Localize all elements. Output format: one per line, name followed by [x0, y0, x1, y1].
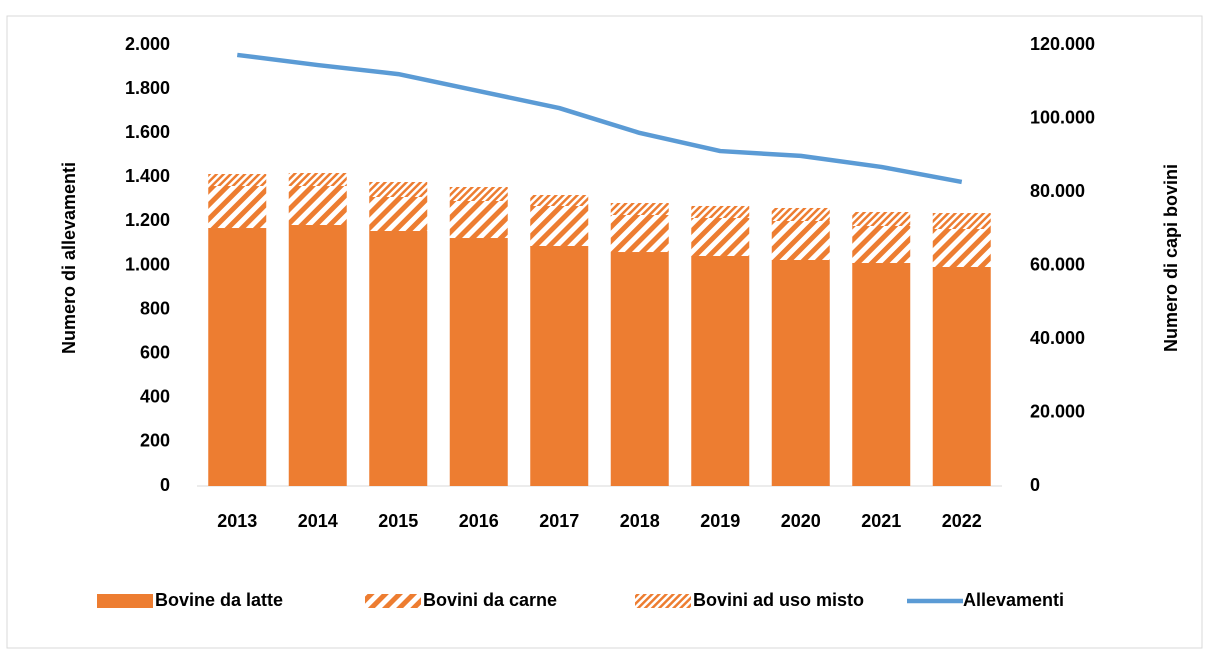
bar-segment: [288, 173, 347, 187]
y2-tick-label: 100.000: [1030, 107, 1095, 127]
bar-segment: [932, 229, 991, 268]
legend-label: Bovini ad uso misto: [693, 590, 864, 610]
x-tick-label: 2021: [861, 511, 901, 531]
line: [236, 52, 963, 185]
bar-segment: [610, 252, 669, 486]
x-tick-label: 2022: [942, 511, 982, 531]
bar-segment: [369, 182, 428, 197]
bar-segment: [610, 203, 669, 216]
bar-segment: [369, 230, 428, 486]
bar-segment: [449, 238, 508, 486]
y2-tick-label: 20.000: [1030, 401, 1085, 421]
bar-segment: [208, 186, 267, 229]
y-tick-label: 0: [160, 475, 170, 495]
legend-swatch: [365, 594, 421, 608]
y-tick-label: 800: [140, 298, 170, 318]
bar-segment: [288, 225, 347, 486]
x-tick-label: 2018: [620, 511, 660, 531]
y-tick-label: 1.600: [125, 122, 170, 142]
bar-segment: [932, 213, 991, 230]
bar-segment: [530, 206, 589, 246]
y-axis-label: Numero di allevamenti: [59, 162, 79, 354]
bar-segment: [771, 207, 830, 221]
legend-label: Bovine da latte: [155, 590, 283, 610]
y2-tick-label: 60.000: [1030, 254, 1085, 274]
bar-segment: [610, 215, 669, 253]
y-tick-label: 1.000: [125, 254, 170, 274]
bar-segment: [288, 186, 347, 226]
y-tick-label: 200: [140, 431, 170, 451]
y-tick-label: 400: [140, 387, 170, 407]
bar-segment: [852, 211, 911, 226]
bar-segment: [691, 217, 750, 256]
x-tick-label: 2015: [378, 511, 418, 531]
x-tick-label: 2014: [298, 511, 338, 531]
bar-segment: [691, 255, 750, 486]
y2-tick-label: 40.000: [1030, 328, 1085, 348]
y2-tick-label: 80.000: [1030, 181, 1085, 201]
chart-border: [6, 15, 1203, 649]
legend-label: Allevamenti: [963, 590, 1064, 610]
legend-swatch: [635, 594, 691, 608]
bar-segment: [691, 205, 750, 218]
x-tick-label: 2019: [700, 511, 740, 531]
x-tick-label: 2020: [781, 511, 821, 531]
x-tick-label: 2017: [539, 511, 579, 531]
bar-segment: [449, 201, 508, 239]
bar-segment: [771, 220, 830, 260]
x-tick-label: 2016: [459, 511, 499, 531]
bar-segment: [852, 225, 911, 264]
y2-tick-label: 0: [1030, 475, 1040, 495]
y2-axis-label: Numero di capi bovini: [1161, 164, 1181, 352]
x-tick-label: 2013: [217, 511, 257, 531]
y-tick-label: 2.000: [125, 34, 170, 54]
bar-segment: [530, 195, 589, 207]
y-tick-label: 1.400: [125, 166, 170, 186]
bar-segment: [530, 245, 589, 486]
bar-segment: [208, 228, 267, 486]
bar-segment: [369, 196, 428, 231]
legend-swatch: [97, 594, 153, 608]
bar-segment: [449, 187, 508, 202]
y2-tick-label: 120.000: [1030, 34, 1095, 54]
y-tick-label: 600: [140, 342, 170, 362]
bar-segment: [771, 259, 830, 486]
bar-segment: [932, 267, 991, 486]
y-tick-label: 1.800: [125, 78, 170, 98]
legend-label: Bovini da carne: [423, 590, 557, 610]
y-tick-label: 1.200: [125, 210, 170, 230]
bar-segment: [852, 263, 911, 486]
bar-segment: [208, 174, 267, 187]
